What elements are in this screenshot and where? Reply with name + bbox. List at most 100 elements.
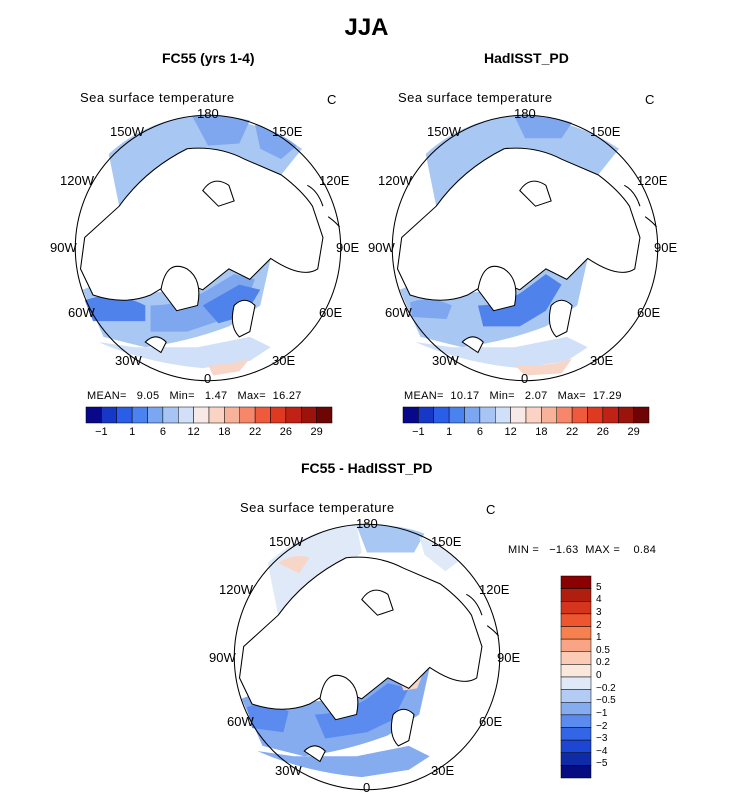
- figure-title: JJA: [344, 14, 389, 41]
- panel-2-colorbar-labels: −1 1 6 12 18 22 26 29: [403, 426, 649, 440]
- diff-colorbar-tick-label: 3: [596, 606, 602, 618]
- colorbar-tick-label: −1: [95, 426, 108, 438]
- panel-3-lon-30w: 30W: [275, 763, 302, 778]
- colorbar-tick-label: 12: [504, 426, 517, 438]
- diff-colorbar-tick-label: −0.5: [596, 695, 616, 707]
- coastlines: [79, 147, 341, 354]
- sst-field: [82, 115, 303, 376]
- panel-3-lon-0: 0: [363, 780, 371, 795]
- diff-colorbar-swatch: [560, 664, 592, 678]
- diff-colorbar-swatch: [560, 752, 592, 766]
- colorbar-tick-label: 22: [249, 426, 262, 438]
- panel-3-lon-90e: 90E: [497, 650, 521, 665]
- colorbar-tick-label: 1: [446, 426, 453, 438]
- panel-2-lon-120w: 120W: [378, 173, 412, 188]
- panel-1-lon-180: 180: [197, 106, 219, 121]
- panel-3-lon-90w: 90W: [209, 650, 236, 665]
- panel-3-lon-120w: 120W: [219, 582, 253, 597]
- panel-1-lon-90e: 90E: [336, 240, 360, 255]
- panel-3-lon-60w: 60W: [227, 714, 254, 729]
- colorbar-tick-label: 26: [596, 426, 609, 438]
- colorbar-tick-label: 29: [310, 426, 323, 438]
- panel-2-lon-30w: 30W: [432, 353, 459, 368]
- map-boundary: [391, 114, 659, 382]
- colorbar-tick-label: 18: [535, 426, 548, 438]
- panel-1-lon-120w: 120W: [60, 173, 94, 188]
- panel-3-lon-150e: 150E: [431, 534, 462, 549]
- panel-2-colorbar: [402, 406, 650, 424]
- panel-1-lon-150w: 150W: [110, 124, 144, 139]
- panel-1-colorbar: [85, 406, 333, 424]
- panel-1-variable: Sea surface temperature: [80, 90, 235, 105]
- panel-2-lon-120e: 120E: [637, 173, 668, 188]
- panel-3-title: FC55 - HadISST_PD: [301, 460, 433, 476]
- diff-colorbar-swatch: [560, 601, 592, 615]
- diff-colorbar-tick-label: −1: [596, 707, 608, 719]
- panel-1-lon-30e: 30E: [272, 353, 296, 368]
- panel-3-lon-150w: 150W: [269, 534, 303, 549]
- diff-colorbar-tick-label: 0.5: [596, 644, 610, 656]
- diff-colorbar-swatch: [560, 702, 592, 716]
- diff-colorbar-swatch: [560, 575, 592, 589]
- diff-colorbar-tick-label: 0.2: [596, 657, 610, 669]
- diff-colorbar-swatch: [560, 588, 592, 602]
- panel-1-lon-30w: 30W: [115, 353, 142, 368]
- diff-colorbar-tick-label: −4: [596, 745, 608, 757]
- panel-3-unit: C: [486, 502, 496, 517]
- panel-2-lon-150w: 150W: [427, 124, 461, 139]
- panel-2-stats: MEAN= 10.17 Min= 2.07 Max= 17.29: [404, 390, 622, 402]
- colorbar-tick-label: 26: [279, 426, 292, 438]
- diff-colorbar-swatch: [560, 626, 592, 640]
- panel-1-unit: C: [327, 92, 337, 107]
- panel-2-lon-60w: 60W: [385, 305, 412, 320]
- colorbar-tick-label: 22: [566, 426, 579, 438]
- colorbar-tick-label: 6: [476, 426, 483, 438]
- panel-1-lon-120e: 120E: [319, 173, 350, 188]
- panel-2-lon-90w: 90W: [368, 240, 395, 255]
- panel-2-title: HadISST_PD: [484, 50, 569, 66]
- colorbar-tick-label: 12: [187, 426, 200, 438]
- panel-1-lon-60e: 60E: [319, 305, 343, 320]
- panel-3-variable: Sea surface temperature: [240, 500, 395, 515]
- diff-colorbar-tick-label: −5: [596, 758, 608, 770]
- diff-colorbar-swatch: [560, 689, 592, 703]
- colorbar-tick-label: 1: [129, 426, 136, 438]
- map-boundary: [233, 523, 501, 791]
- panel-1-lon-150e: 150E: [272, 124, 303, 139]
- panel-3-lon-120e: 120E: [479, 582, 510, 597]
- diff-colorbar-swatch: [560, 676, 592, 690]
- panel-2-lon-150e: 150E: [590, 124, 621, 139]
- coastlines: [396, 147, 658, 354]
- panel-1-stats: MEAN= 9.05 Min= 1.47 Max= 16.27: [87, 390, 302, 402]
- panel-1-colorbar-labels: −1 1 6 12 18 22 26 29: [86, 426, 332, 440]
- diff-colorbar-swatch: [560, 727, 592, 741]
- diff-colorbar-swatch: [560, 714, 592, 728]
- panel-2-lon-180: 180: [514, 106, 536, 121]
- panel-1-lon-60w: 60W: [68, 305, 95, 320]
- panel-2-variable: Sea surface temperature: [398, 90, 553, 105]
- diff-colorbar-tick-label: 1: [596, 632, 602, 644]
- panel-1-lon-0: 0: [204, 371, 212, 386]
- diff-colorbar-swatch: [560, 638, 592, 652]
- colorbar-tick-label: 6: [159, 426, 166, 438]
- panel-2-lon-60e: 60E: [637, 305, 661, 320]
- diff-colorbar-tick-label: 4: [596, 594, 602, 606]
- diff-colorbar: [560, 575, 592, 779]
- colorbar-tick-label: 29: [627, 426, 640, 438]
- diff-colorbar-tick-label: −3: [596, 733, 608, 745]
- diff-colorbar-tick-label: −2: [596, 720, 608, 732]
- diff-colorbar-swatch: [560, 651, 592, 665]
- panel-1-lon-90w: 90W: [50, 240, 77, 255]
- map-boundary: [74, 114, 342, 382]
- diff-colorbar-tick-label: −0.2: [596, 682, 616, 694]
- panel-3-lon-60e: 60E: [479, 714, 503, 729]
- panel-3-lon-30e: 30E: [431, 763, 455, 778]
- colorbar-tick-label: 18: [218, 426, 231, 438]
- diff-colorbar-tick-label: 5: [596, 581, 602, 593]
- diff-colorbar-swatch: [560, 739, 592, 753]
- diff-colorbar-swatch: [560, 765, 592, 779]
- diff-colorbar-tick-label: 0: [596, 670, 602, 681]
